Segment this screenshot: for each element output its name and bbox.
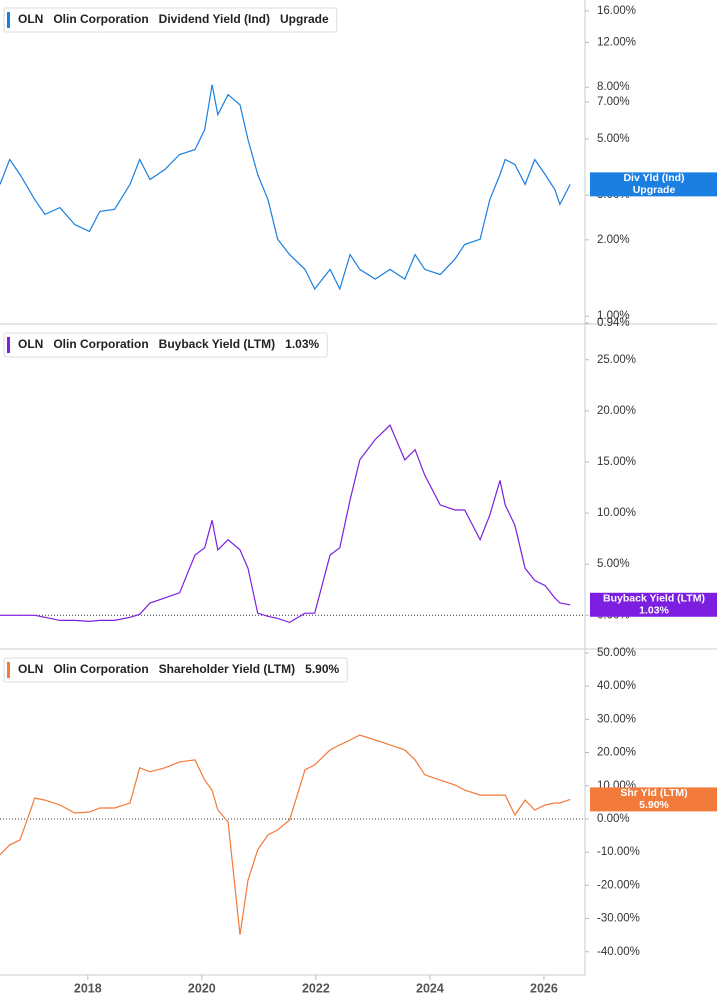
company: Olin Corporation — [53, 662, 148, 676]
ticker: OLN — [18, 337, 43, 351]
x-tick-label: 2024 — [416, 981, 444, 995]
y-tick-label: 10.00% — [597, 507, 636, 519]
y-tick-label: 5.00% — [597, 133, 630, 145]
callout-label: 5.90% — [639, 799, 669, 811]
y-tick-label: 7.00% — [597, 96, 630, 108]
legend-bg — [3, 657, 348, 683]
x-tick-label: 2026 — [530, 981, 558, 995]
company: Olin Corporation — [53, 337, 148, 351]
legend-box: OLN Olin Corporation Shareholder Yield (LT… — [3, 657, 348, 683]
ticker: OLN — [18, 12, 43, 26]
legend-box: OLN Olin Corporation Dividend Yield (Ind) U… — [3, 7, 338, 33]
y-tick-label: 8.00% — [597, 81, 630, 93]
y-tick-label: 16.00% — [597, 5, 636, 17]
series-name: Buyback Yield (LTM) — [159, 337, 275, 351]
series-line — [0, 424, 571, 624]
callout-box — [590, 172, 717, 197]
legend-swatch — [7, 337, 10, 353]
y-tick-label: -20.00% — [597, 879, 640, 891]
y-tick-label: 20.00% — [597, 747, 636, 759]
y-tick-label: 30.00% — [597, 713, 636, 725]
y-tick-label: 2.00% — [597, 234, 630, 246]
y-tick-label: -30.00% — [597, 913, 640, 925]
status: 5.90% — [305, 662, 339, 676]
series-name: Dividend Yield (Ind) — [159, 12, 270, 26]
legend-bg — [3, 332, 328, 358]
legend-box: OLN Olin Corporation Buyback Yield (LTM) 1.… — [3, 332, 328, 358]
x-tick-label: 2022 — [302, 981, 330, 995]
callout-label: Upgrade — [633, 184, 676, 196]
series-line — [0, 84, 571, 291]
legend-swatch — [7, 662, 10, 678]
y-tick-label: 1.00% — [597, 310, 630, 322]
series-name: Shareholder Yield (LTM) — [159, 662, 295, 676]
y-tick-label: 50.00% — [597, 647, 636, 659]
callout-box — [590, 787, 717, 812]
status: 1.03% — [285, 337, 319, 351]
x-tick-label: 2018 — [74, 981, 102, 995]
ticker: OLN — [18, 662, 43, 676]
y-tick-label: 40.00% — [597, 680, 636, 692]
series-line — [0, 734, 571, 935]
x-tick-label: 2020 — [188, 981, 216, 995]
y-tick-label: 25.00% — [597, 354, 636, 366]
legend-swatch — [7, 12, 10, 28]
callout-label: 1.03% — [639, 605, 669, 617]
y-tick-label: -40.00% — [597, 946, 640, 958]
legend-bg — [3, 7, 338, 33]
y-tick-label: 0.00% — [597, 813, 630, 825]
y-tick-label: 5.00% — [597, 558, 630, 570]
y-tick-label: 0.94% — [597, 317, 630, 329]
company: Olin Corporation — [53, 12, 148, 26]
y-tick-label: -10.00% — [597, 846, 640, 858]
y-tick-label: 12.00% — [597, 37, 636, 49]
callout-label: Shr Yld (LTM) — [620, 787, 687, 799]
y-tick-label: 15.00% — [597, 456, 636, 468]
callout-label: Div Yld (Ind) — [623, 172, 684, 184]
callout-box — [590, 592, 717, 617]
callout-label: Buyback Yield (LTM) — [603, 593, 705, 605]
y-tick-label: 20.00% — [597, 405, 636, 417]
status: Upgrade — [280, 12, 329, 26]
